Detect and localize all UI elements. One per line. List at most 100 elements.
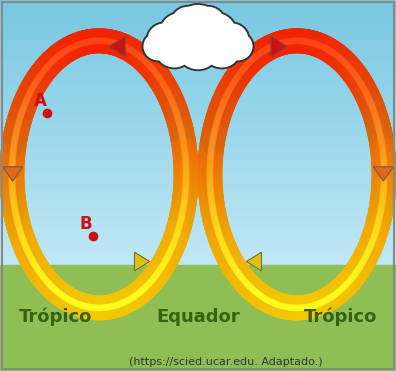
Bar <box>0 13 396 16</box>
Bar <box>0 113 396 115</box>
Circle shape <box>154 32 194 69</box>
Bar <box>0 243 396 245</box>
Bar <box>0 161 396 164</box>
Bar <box>0 232 396 234</box>
Bar <box>0 86 396 88</box>
Circle shape <box>176 30 220 70</box>
Bar <box>0 69 396 71</box>
Circle shape <box>221 31 254 62</box>
Text: B: B <box>79 215 92 233</box>
Bar <box>0 203 396 206</box>
Bar <box>0 82 396 84</box>
Circle shape <box>148 24 180 54</box>
Circle shape <box>147 22 182 56</box>
Bar <box>0 16 396 18</box>
Bar <box>0 99 396 102</box>
Bar <box>0 135 396 137</box>
Bar <box>0 197 396 199</box>
Bar <box>0 37 396 40</box>
Bar <box>0 175 396 177</box>
Bar <box>0 199 396 201</box>
Bar <box>0 108 396 111</box>
Bar <box>0 11 396 13</box>
Circle shape <box>178 32 218 69</box>
Bar <box>0 210 396 212</box>
Bar <box>0 217 396 219</box>
Bar <box>0 22 396 24</box>
Bar <box>0 0 396 2</box>
Polygon shape <box>135 252 150 271</box>
Bar <box>0 102 396 104</box>
Bar <box>0 148 396 150</box>
Bar <box>0 7 396 9</box>
Bar <box>0 256 396 259</box>
Bar <box>0 62 396 64</box>
Bar <box>0 201 396 203</box>
Polygon shape <box>271 37 286 56</box>
Polygon shape <box>373 167 393 181</box>
Bar <box>0 75 396 78</box>
Bar <box>0 117 396 119</box>
Text: Trópico: Trópico <box>304 308 377 326</box>
Bar <box>0 115 396 117</box>
Bar <box>0 95 396 97</box>
Circle shape <box>174 4 222 48</box>
Bar <box>0 219 396 221</box>
Bar <box>0 80 396 82</box>
Bar <box>0 97 396 99</box>
Bar <box>0 139 396 141</box>
Bar <box>0 212 396 214</box>
Text: Trópico: Trópico <box>19 308 92 326</box>
Circle shape <box>159 12 201 51</box>
Bar <box>0 192 396 194</box>
Bar <box>0 190 396 192</box>
Bar <box>0 247 396 250</box>
Circle shape <box>161 14 199 49</box>
Bar <box>0 263 396 265</box>
Bar <box>0 84 396 86</box>
Circle shape <box>195 12 237 51</box>
Circle shape <box>170 6 206 39</box>
Bar <box>0 223 396 226</box>
Bar <box>0 184 396 186</box>
Text: A: A <box>34 92 47 110</box>
Bar <box>0 55 396 58</box>
Bar <box>0 9 396 11</box>
Bar <box>0 46 396 49</box>
Circle shape <box>197 14 235 49</box>
Bar <box>0 53 396 55</box>
Bar <box>0 252 396 254</box>
Bar <box>0 239 396 241</box>
Bar <box>0 51 396 53</box>
Circle shape <box>216 24 248 54</box>
Bar <box>0 164 396 166</box>
Text: Equador: Equador <box>156 308 240 326</box>
Bar <box>0 150 396 152</box>
Bar <box>0 208 396 210</box>
Bar <box>0 170 396 173</box>
Circle shape <box>204 33 240 67</box>
Bar <box>0 44 396 46</box>
Bar <box>0 152 396 155</box>
Bar <box>0 131 396 133</box>
Bar <box>0 237 396 239</box>
Bar <box>0 245 396 247</box>
Bar <box>0 73 396 75</box>
Bar <box>0 4 396 7</box>
Bar <box>0 71 396 73</box>
Bar <box>0 31 396 33</box>
Bar <box>0 159 396 161</box>
Bar <box>0 78 396 80</box>
Bar <box>0 141 396 144</box>
Bar <box>0 214 396 217</box>
Circle shape <box>202 32 242 69</box>
Circle shape <box>190 6 226 39</box>
Circle shape <box>172 7 204 37</box>
Bar <box>0 206 396 208</box>
Bar <box>0 181 396 184</box>
Bar <box>0 144 396 146</box>
Bar <box>0 20 396 22</box>
Bar <box>0 122 396 124</box>
Circle shape <box>142 31 175 62</box>
Bar <box>0 104 396 106</box>
